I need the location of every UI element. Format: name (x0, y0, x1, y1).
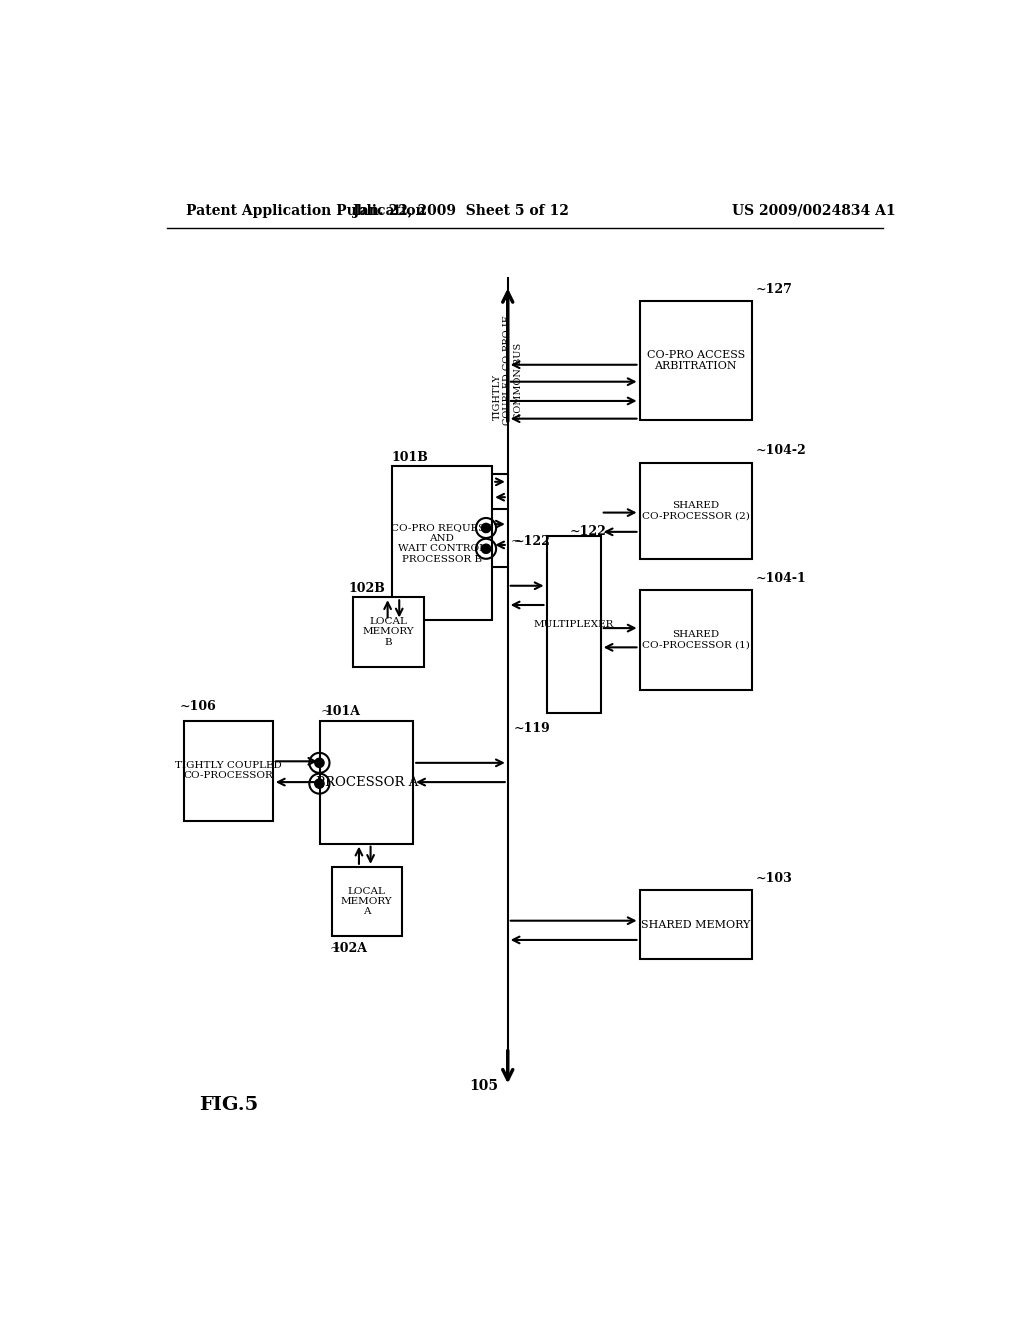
Bar (640, 890, 752, 960)
Bar (640, 590, 752, 689)
Text: CO-PRO REQUEST
AND
WAIT CONTROL
PROCESSOR B: CO-PRO REQUEST AND WAIT CONTROL PROCESSO… (391, 523, 493, 564)
Bar (640, 462, 752, 558)
Circle shape (314, 758, 324, 767)
Text: FIG.5: FIG.5 (199, 1097, 258, 1114)
Text: ~122: ~122 (569, 525, 606, 539)
Text: COMMON BUS: COMMON BUS (514, 343, 523, 420)
Bar (640, 301, 752, 420)
Bar (183, 721, 273, 821)
Text: ~: ~ (511, 536, 521, 548)
Text: Jan. 22, 2009  Sheet 5 of 12: Jan. 22, 2009 Sheet 5 of 12 (353, 203, 569, 218)
Text: ~: ~ (330, 942, 340, 956)
Text: TIGHTLY: TIGHTLY (493, 374, 502, 420)
Text: TIGHTLY COUPLED
CO-PROCESSOR: TIGHTLY COUPLED CO-PROCESSOR (175, 760, 282, 780)
Text: LOCAL
MEMORY
B: LOCAL MEMORY B (362, 616, 415, 647)
Text: MULTIPLEXER: MULTIPLEXER (534, 620, 613, 628)
Text: LOCAL
MEMORY
A: LOCAL MEMORY A (341, 887, 392, 916)
Circle shape (481, 544, 490, 553)
Circle shape (314, 779, 324, 788)
Text: ~: ~ (321, 705, 331, 718)
Text: Patent Application Publication: Patent Application Publication (186, 203, 426, 218)
Circle shape (481, 523, 490, 532)
Bar (332, 867, 401, 936)
Text: ~104-1: ~104-1 (756, 572, 807, 585)
Text: SHARED MEMORY: SHARED MEMORY (641, 920, 751, 929)
Bar (352, 597, 424, 667)
Text: ~106: ~106 (180, 700, 217, 713)
Bar (391, 466, 493, 620)
Text: ~127: ~127 (756, 282, 793, 296)
Text: 101A: 101A (324, 705, 360, 718)
Text: ~104-2: ~104-2 (756, 445, 807, 458)
Text: COUPLED CO-PRO IF: COUPLED CO-PRO IF (503, 315, 512, 425)
Text: ~122: ~122 (514, 536, 551, 548)
Text: ~103: ~103 (756, 871, 793, 884)
Text: SHARED
CO-PROCESSOR (2): SHARED CO-PROCESSOR (2) (642, 502, 750, 520)
Text: 105: 105 (469, 1078, 499, 1093)
Text: 101B: 101B (391, 450, 428, 463)
Text: SHARED
CO-PROCESSOR (1): SHARED CO-PROCESSOR (1) (642, 630, 750, 649)
Text: 102B: 102B (349, 582, 386, 594)
Text: ~119: ~119 (514, 722, 551, 735)
Bar (547, 536, 601, 713)
Text: CO-PRO ACCESS
ARBITRATION: CO-PRO ACCESS ARBITRATION (646, 350, 744, 371)
Text: 102A: 102A (332, 942, 368, 956)
Text: PROCESSOR A: PROCESSOR A (315, 776, 418, 788)
Bar (321, 721, 414, 843)
Text: US 2009/0024834 A1: US 2009/0024834 A1 (732, 203, 896, 218)
